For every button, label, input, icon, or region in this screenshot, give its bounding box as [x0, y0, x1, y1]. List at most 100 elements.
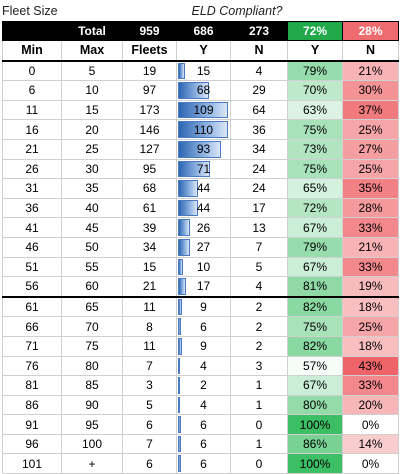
pct-y-cell[interactable]: 65%	[287, 178, 343, 199]
y-cell[interactable]: 109	[176, 99, 231, 121]
max-cell[interactable]: 70	[61, 316, 123, 337]
max-cell[interactable]: 15	[61, 99, 123, 121]
fleets-cell[interactable]: 15	[122, 256, 177, 278]
header-y[interactable]: Y	[176, 39, 231, 62]
pct-y-cell[interactable]: 72%	[287, 197, 343, 219]
pct-y-cell[interactable]: 75%	[287, 316, 343, 337]
total-blank-cell[interactable]	[2, 21, 62, 41]
pct-y-cell[interactable]: 79%	[287, 236, 343, 258]
max-cell[interactable]: 80	[61, 355, 123, 377]
y-cell[interactable]: 6	[176, 433, 231, 455]
max-cell[interactable]: 100	[61, 433, 123, 455]
n-cell[interactable]: 64	[230, 99, 288, 121]
pct-y-cell[interactable]: 67%	[287, 217, 343, 238]
min-cell[interactable]: 21	[2, 138, 62, 160]
min-cell[interactable]: 76	[2, 355, 62, 377]
header-min[interactable]: Min	[2, 39, 62, 62]
header-max[interactable]: Max	[61, 39, 123, 62]
y-cell[interactable]: 44	[176, 197, 231, 219]
total-fleets[interactable]: 959	[122, 21, 177, 41]
n-cell[interactable]: 24	[230, 158, 288, 180]
n-cell[interactable]: 24	[230, 178, 288, 199]
n-cell[interactable]: 29	[230, 80, 288, 101]
min-cell[interactable]: 31	[2, 178, 62, 199]
max-cell[interactable]: 45	[61, 217, 123, 238]
header-pct-y[interactable]: Y	[287, 39, 343, 62]
fleets-cell[interactable]: 5	[122, 394, 177, 416]
pct-y-cell[interactable]: 70%	[287, 80, 343, 101]
y-cell[interactable]: 17	[176, 276, 231, 298]
fleets-cell[interactable]: 95	[122, 158, 177, 180]
pct-n-cell[interactable]: 0%	[342, 414, 399, 435]
n-cell[interactable]: 1	[230, 375, 288, 396]
pct-n-cell[interactable]: 20%	[342, 394, 399, 416]
total-n[interactable]: 273	[230, 21, 288, 41]
y-cell[interactable]: 9	[176, 335, 231, 357]
pct-y-cell[interactable]: 63%	[287, 99, 343, 121]
n-cell[interactable]: 5	[230, 256, 288, 278]
fleets-cell[interactable]: 61	[122, 197, 177, 219]
pct-y-cell[interactable]: 67%	[287, 375, 343, 396]
min-cell[interactable]: 101	[2, 453, 62, 474]
n-cell[interactable]: 17	[230, 197, 288, 219]
fleets-cell[interactable]: 173	[122, 99, 177, 121]
pct-y-cell[interactable]: 67%	[287, 256, 343, 278]
y-cell[interactable]: 2	[176, 375, 231, 396]
pct-n-cell[interactable]: 14%	[342, 433, 399, 455]
min-cell[interactable]: 0	[2, 60, 62, 82]
n-cell[interactable]: 0	[230, 414, 288, 435]
pct-y-cell[interactable]: 100%	[287, 414, 343, 435]
fleets-cell[interactable]: 7	[122, 433, 177, 455]
y-cell[interactable]: 27	[176, 236, 231, 258]
y-cell[interactable]: 68	[176, 80, 231, 101]
pct-n-cell[interactable]: 35%	[342, 178, 399, 199]
pct-n-cell[interactable]: 33%	[342, 256, 399, 278]
min-cell[interactable]: 71	[2, 335, 62, 357]
fleets-cell[interactable]: 127	[122, 138, 177, 160]
y-cell[interactable]: 26	[176, 217, 231, 238]
max-cell[interactable]: 65	[61, 295, 123, 318]
pct-n-cell[interactable]: 28%	[342, 197, 399, 219]
pct-n-cell[interactable]: 25%	[342, 119, 399, 140]
max-cell[interactable]: 40	[61, 197, 123, 219]
fleets-cell[interactable]: 7	[122, 355, 177, 377]
pct-y-cell[interactable]: 57%	[287, 355, 343, 377]
fleets-cell[interactable]: 11	[122, 335, 177, 357]
pct-n-cell[interactable]: 33%	[342, 375, 399, 396]
y-cell[interactable]: 71	[176, 158, 231, 180]
n-cell[interactable]: 36	[230, 119, 288, 140]
max-cell[interactable]: 5	[61, 60, 123, 82]
fleets-cell[interactable]: 21	[122, 276, 177, 298]
y-cell[interactable]: 4	[176, 355, 231, 377]
pct-y-cell[interactable]: 75%	[287, 158, 343, 180]
n-cell[interactable]: 2	[230, 295, 288, 318]
pct-y-cell[interactable]: 81%	[287, 276, 343, 298]
max-cell[interactable]: 55	[61, 256, 123, 278]
max-cell[interactable]: 60	[61, 276, 123, 298]
pct-n-cell[interactable]: 33%	[342, 217, 399, 238]
pct-n-cell[interactable]: 27%	[342, 138, 399, 160]
n-cell[interactable]: 4	[230, 60, 288, 82]
n-cell[interactable]: 4	[230, 276, 288, 298]
n-cell[interactable]: 3	[230, 355, 288, 377]
pct-y-cell[interactable]: 82%	[287, 295, 343, 318]
pct-n-cell[interactable]: 25%	[342, 158, 399, 180]
fleets-cell[interactable]: 8	[122, 316, 177, 337]
n-cell[interactable]: 1	[230, 433, 288, 455]
n-cell[interactable]: 7	[230, 236, 288, 258]
max-cell[interactable]: 30	[61, 158, 123, 180]
min-cell[interactable]: 86	[2, 394, 62, 416]
y-cell[interactable]: 15	[176, 60, 231, 82]
min-cell[interactable]: 91	[2, 414, 62, 435]
pct-y-cell[interactable]: 82%	[287, 335, 343, 357]
fleets-cell[interactable]: 11	[122, 295, 177, 318]
total-y[interactable]: 686	[176, 21, 231, 41]
min-cell[interactable]: 81	[2, 375, 62, 396]
pct-n-cell[interactable]: 0%	[342, 453, 399, 474]
y-cell[interactable]: 93	[176, 138, 231, 160]
fleets-cell[interactable]: 68	[122, 178, 177, 199]
y-cell[interactable]: 44	[176, 178, 231, 199]
max-cell[interactable]: +	[61, 453, 123, 474]
fleets-cell[interactable]: 6	[122, 414, 177, 435]
min-cell[interactable]: 51	[2, 256, 62, 278]
